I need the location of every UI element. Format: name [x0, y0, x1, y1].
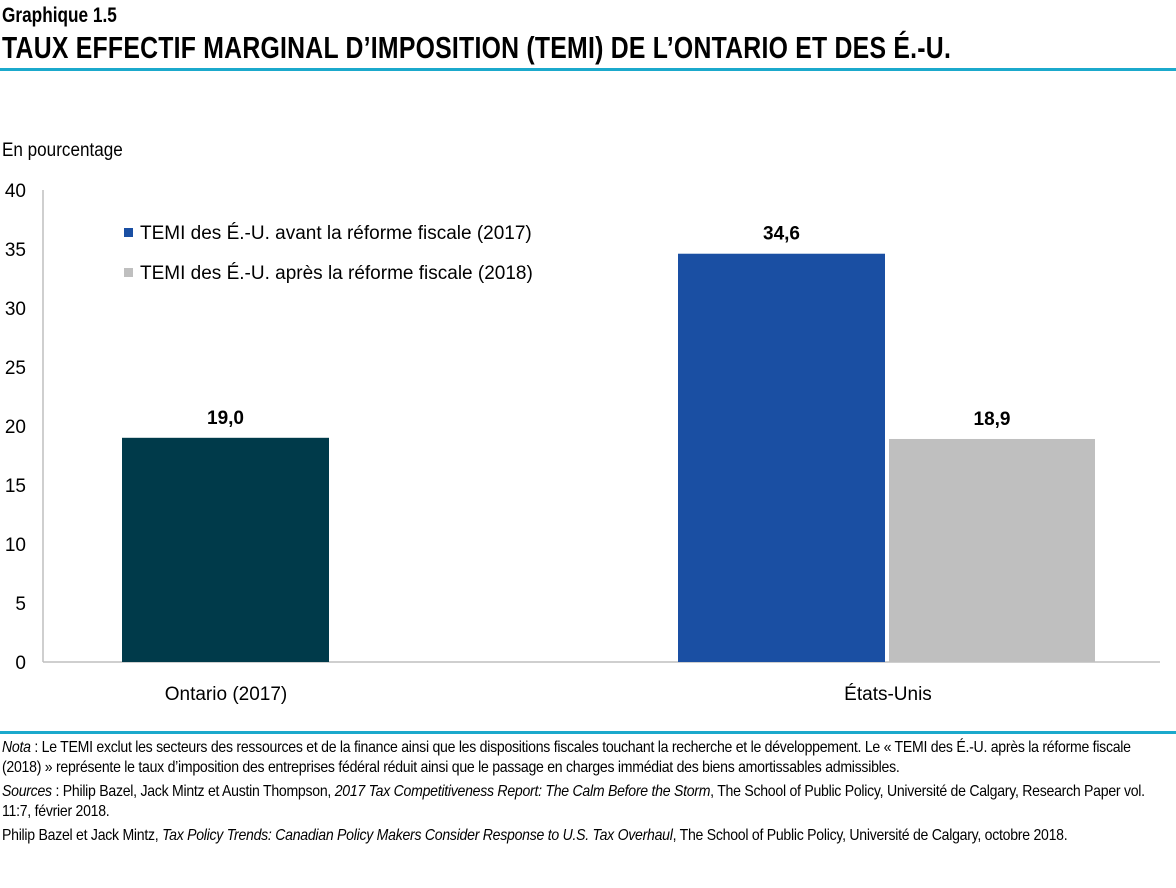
bar: [678, 253, 885, 662]
source-1: Sources : Philip Bazel, Jack Mintz et Au…: [2, 783, 1145, 820]
notes-rule: [0, 731, 1176, 734]
y-tick-label: 0: [15, 653, 26, 674]
chart-number: Graphique 1.5: [2, 4, 117, 27]
y-axis-label: En pourcentage: [2, 140, 123, 161]
data-label: 34,6: [763, 224, 800, 245]
legend-label: TEMI des É.-U. après la réforme fiscale …: [140, 263, 533, 284]
bar: [889, 438, 1095, 662]
chart-title: TAUX EFFECTIF MARGINAL D’IMPOSITION (TEM…: [2, 30, 952, 65]
y-tick-label: 15: [5, 476, 26, 497]
y-tick-label: 5: [15, 594, 26, 615]
y-tick-label: 35: [5, 240, 26, 261]
nota: Nota : Le TEMI exclut les secteurs des r…: [2, 739, 1131, 776]
bar: [122, 437, 329, 662]
legend-label: TEMI des É.-U. avant la réforme fiscale …: [140, 223, 532, 244]
legend: TEMI des É.-U. avant la réforme fiscale …: [124, 223, 533, 284]
data-label: 18,9: [974, 409, 1011, 430]
y-tick-label: 20: [5, 417, 26, 438]
source-2: Philip Bazel et Jack Mintz, Tax Policy T…: [2, 827, 1068, 844]
title-rule: [0, 68, 1176, 71]
x-category-label: Ontario (2017): [165, 684, 288, 705]
bars: 19,0 34,6 18,9: [122, 224, 1095, 662]
footnotes: Nota : Le TEMI exclut les secteurs des r…: [2, 738, 1146, 850]
y-tick-label: 10: [5, 535, 26, 556]
x-category-label: États-Unis: [844, 684, 932, 705]
legend-swatch: [124, 228, 133, 237]
bar-chart: 0 5 10 15 20 25 30 35 40 19,0 34,6 18,9 TEMI des É…: [5, 181, 1160, 705]
x-axis: Ontario (2017) États-Unis: [165, 684, 932, 705]
y-tick-label: 25: [5, 358, 26, 379]
data-label: 19,0: [207, 408, 244, 429]
y-tick-label: 40: [5, 181, 26, 202]
legend-swatch: [124, 268, 133, 277]
y-tick-label: 30: [5, 299, 26, 320]
